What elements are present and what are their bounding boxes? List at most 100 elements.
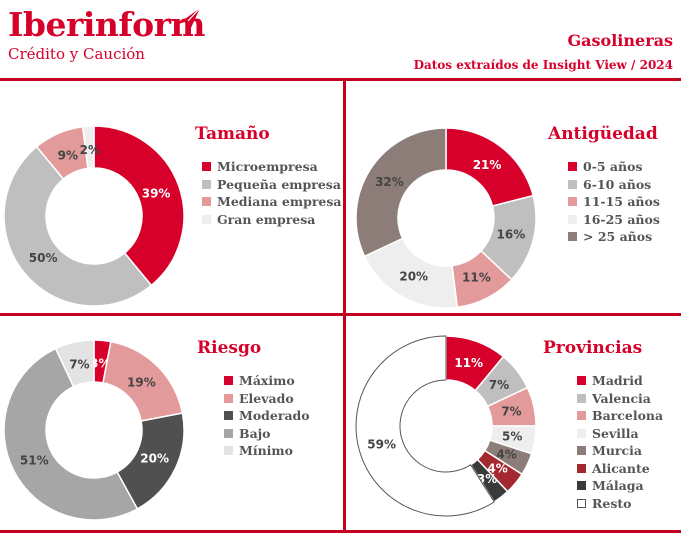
legend-label: Mínimo — [239, 443, 293, 458]
legend-label: Bajo — [239, 425, 271, 441]
legend-item-murcia: Murcia — [577, 442, 663, 460]
data-label-gran-empresa: 2% — [80, 143, 100, 157]
legend-label: Gran empresa — [217, 211, 316, 227]
legend-swatch — [202, 197, 211, 206]
legend-label: Moderado — [239, 408, 310, 423]
legend-item-sevilla: Sevilla — [577, 425, 663, 443]
legend-swatch — [568, 232, 577, 241]
legend-item-25-anos: > 25 años — [568, 228, 660, 246]
slice-bajo — [3, 347, 139, 521]
legend-label: Elevado — [239, 390, 294, 406]
data-label-pequena-empresa: 50% — [29, 251, 58, 265]
data-label-resto: 59% — [367, 438, 396, 452]
data-label-6-10-anos: 16% — [497, 228, 526, 242]
legend-swatch — [224, 411, 233, 420]
legend-label: Málaga — [592, 478, 644, 493]
legend-label: 0-5 años — [583, 159, 643, 174]
legend-antiguedad: 0-5 años 6-10 años 11-15 años 16-25 años > 2… — [568, 158, 660, 246]
legend-item-11-15-anos: 11-15 años — [568, 193, 660, 211]
slice-minimo — [54, 339, 95, 388]
legend-swatch — [224, 393, 233, 403]
legend-swatch — [224, 446, 233, 455]
donut-chart-antiguedad: 21% 16% 11% 20% 32% — [355, 127, 537, 309]
legend-label: Valencia — [592, 390, 651, 406]
legend-label: Murcia — [592, 443, 642, 458]
data-label-0-5-anos: 21% — [473, 158, 502, 172]
legend-item-bajo: Bajo — [224, 425, 310, 443]
legend-swatch — [202, 179, 211, 189]
chart-title-provincias: Provincias — [543, 338, 643, 358]
data-label-microempresa: 39% — [142, 187, 171, 201]
slice-gran-empresa — [81, 125, 95, 170]
legend-item-0-5-anos: 0-5 años — [568, 158, 660, 176]
legend-item-moderado: Moderado — [224, 407, 310, 425]
legend-label: Microempresa — [217, 159, 318, 174]
paper-plane-icon — [178, 7, 201, 30]
donut-chart-riesgo: 3%19%20%51%7% — [3, 339, 185, 521]
slice-microempresa — [93, 125, 185, 287]
legend-item-elevado: Elevado — [224, 390, 310, 408]
page-title: Gasolineras — [567, 31, 673, 50]
slice-pequena-empresa — [3, 145, 153, 307]
data-label-murcia: 4% — [496, 448, 516, 462]
brand-name: Iberinform — [8, 5, 205, 44]
legend-label: Mediana empresa — [217, 194, 342, 209]
data-label-sevilla: 5% — [502, 429, 522, 443]
legend-item-barcelona: Barcelona — [577, 407, 663, 425]
legend-label: Pequeña empresa — [217, 176, 341, 192]
legend-label: Madrid — [592, 373, 643, 388]
legend-swatch — [577, 446, 586, 455]
legend-swatch — [202, 214, 211, 224]
data-label-bajo: 51% — [20, 453, 49, 467]
data-label-moderado: 20% — [140, 452, 169, 466]
legend-swatch — [577, 411, 586, 420]
page-subtitle: Datos extraídos de Insight View / 2024 — [413, 58, 673, 72]
legend-label: > 25 años — [583, 229, 653, 244]
legend-swatch — [577, 376, 586, 385]
legend-swatch — [224, 428, 233, 438]
legend-item-minimo: Mínimo — [224, 442, 310, 460]
chart-title-antiguedad: Antigüedad — [548, 124, 658, 144]
legend-swatch — [568, 162, 577, 171]
donut-chart-tamano: 39% 50% 9% 2% — [3, 125, 185, 307]
legend-item-16-25-anos: 16-25 años — [568, 211, 660, 229]
legend-label: 11-15 años — [583, 194, 660, 209]
brand-logo: Iberinform Crédito y Caución — [8, 8, 205, 64]
data-label-elevado: 19% — [127, 376, 156, 390]
data-label-11-15-anos: 11% — [462, 271, 491, 285]
legend-item-mediana-empresa: Mediana empresa — [202, 193, 342, 211]
legend-item-resto: Resto — [577, 495, 663, 513]
slice-resto — [355, 335, 495, 517]
legend-item-malaga: Málaga — [577, 477, 663, 495]
legend-label: 6-10 años — [583, 176, 652, 192]
legend-riesgo: Máximo Elevado Moderado Bajo Mínimo — [224, 372, 310, 460]
header-rule — [0, 78, 681, 81]
legend-tamano: Microempresa Pequeña empresa Mediana empre… — [202, 158, 342, 228]
data-label-mediana-empresa: 9% — [58, 148, 78, 162]
legend-swatch — [568, 179, 577, 189]
legend-swatch — [202, 162, 211, 171]
chart-title-riesgo: Riesgo — [197, 338, 262, 358]
legend-swatch — [568, 214, 577, 224]
vertical-rule — [343, 78, 346, 533]
legend-swatch — [577, 498, 586, 508]
legend-item-6-10-anos: 6-10 años — [568, 176, 660, 194]
legend-swatch — [568, 197, 577, 206]
legend-item-madrid: Madrid — [577, 372, 663, 390]
legend-item-maximo: Máximo — [224, 372, 310, 390]
legend-label: Barcelona — [592, 408, 664, 423]
data-label-barcelona: 7% — [501, 404, 521, 418]
legend-item-microempresa: Microempresa — [202, 158, 342, 176]
data-label-valencia: 7% — [489, 378, 509, 392]
legend-item-pequena-empresa: Pequeña empresa — [202, 176, 342, 194]
legend-swatch — [577, 481, 586, 490]
data-label-alicante: 4% — [487, 462, 507, 476]
slice-25-anos — [355, 127, 447, 258]
legend-item-gran-empresa: Gran empresa — [202, 211, 342, 229]
legend-swatch — [224, 376, 233, 385]
chart-title-tamano: Tamaño — [195, 124, 270, 144]
legend-label: Resto — [592, 495, 632, 511]
legend-swatch — [577, 428, 586, 438]
data-label-16-25-anos: 20% — [399, 270, 428, 284]
middle-rule — [0, 313, 681, 316]
